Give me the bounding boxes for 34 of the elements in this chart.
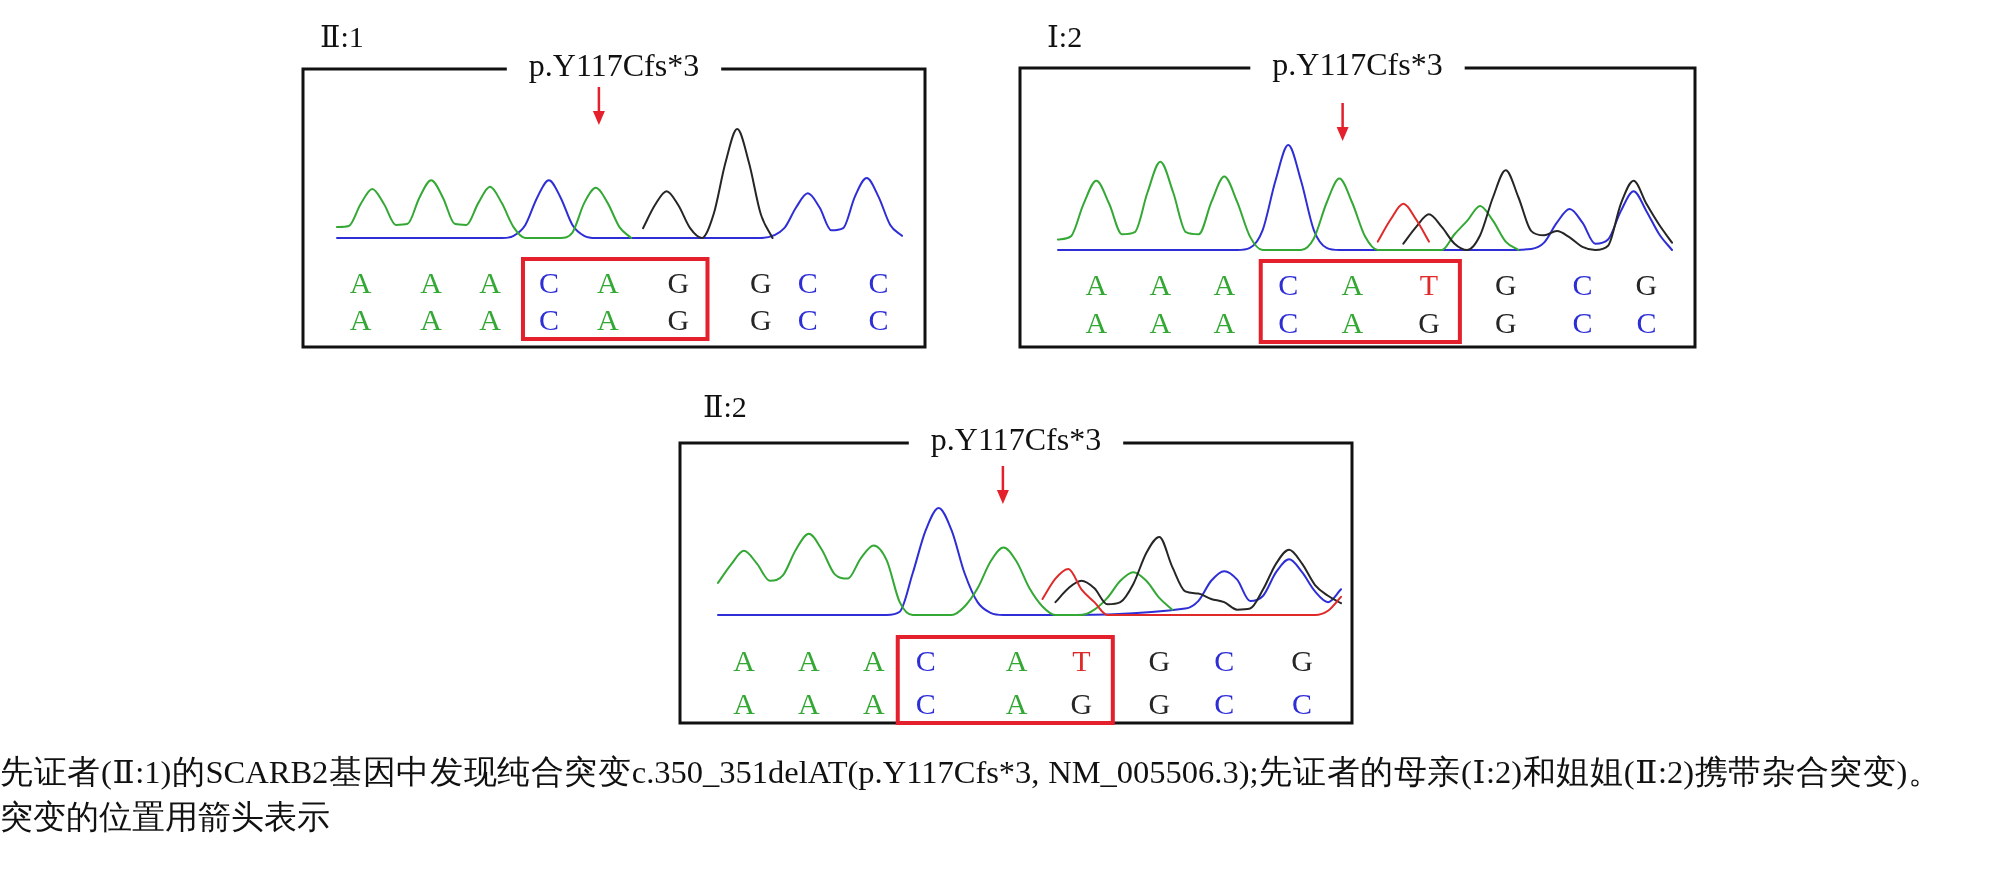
x-tick-label: C C	[915, 643, 936, 720]
chart-subtitle: p.Y117Cfs*3	[528, 47, 700, 84]
x-tick-label: C C	[538, 265, 559, 336]
x-tick-label: T G	[1418, 267, 1440, 339]
x-tick-label: G G	[749, 265, 772, 336]
x-tick-label: T G	[1070, 643, 1093, 720]
chart-title: Ⅱ:2	[703, 389, 747, 423]
x-tick-label: A A	[1149, 267, 1172, 339]
chart-subtitle: p.Y117Cfs*3	[930, 421, 1102, 458]
text: 先证者(Ⅱ:1)的SCARB2基因中发现纯合突变c.350_351delAT(p.Y117Cfs*3, NM_005506.3);先证者的母亲(Ⅰ:2)和姐姐(Ⅱ:2)携带杂合突变)。突变的位置用箭头表示	[0, 754, 1941, 835]
x-tick-label: C C	[1214, 643, 1235, 720]
x-tick-label: G G	[1494, 267, 1517, 339]
x-tick-label: A A	[1213, 267, 1236, 339]
chart-subtitle: p.Y117Cfs*3	[1272, 46, 1443, 83]
x-tick-label: A A	[596, 265, 619, 336]
x-tick-label: A A	[349, 265, 372, 336]
x-tick-label: A A	[479, 265, 502, 336]
x-tick-label: A A	[420, 265, 443, 336]
x-tick-label: A A	[1005, 643, 1028, 720]
x-tick-label: A A	[1085, 267, 1108, 339]
x-tick-label: C C	[868, 265, 889, 336]
x-tick-label: A A	[862, 643, 885, 720]
x-tick-label: G G	[667, 265, 690, 336]
x-tick-label: A A	[733, 643, 756, 720]
x-tick-label: G C	[1635, 267, 1658, 339]
x-tick-label: G C	[1291, 643, 1313, 720]
x-tick-label: A A	[798, 643, 821, 720]
x-tick-label: A A	[1341, 267, 1364, 339]
x-tick-label: C C	[1572, 267, 1593, 339]
x-tick-label: G G	[1148, 643, 1171, 720]
x-tick-label: C C	[1278, 267, 1299, 339]
x-tick-label: C C	[797, 265, 818, 336]
chart-title: Ⅱ:1	[320, 19, 364, 53]
chart-title: Ⅰ:2	[1047, 19, 1083, 53]
